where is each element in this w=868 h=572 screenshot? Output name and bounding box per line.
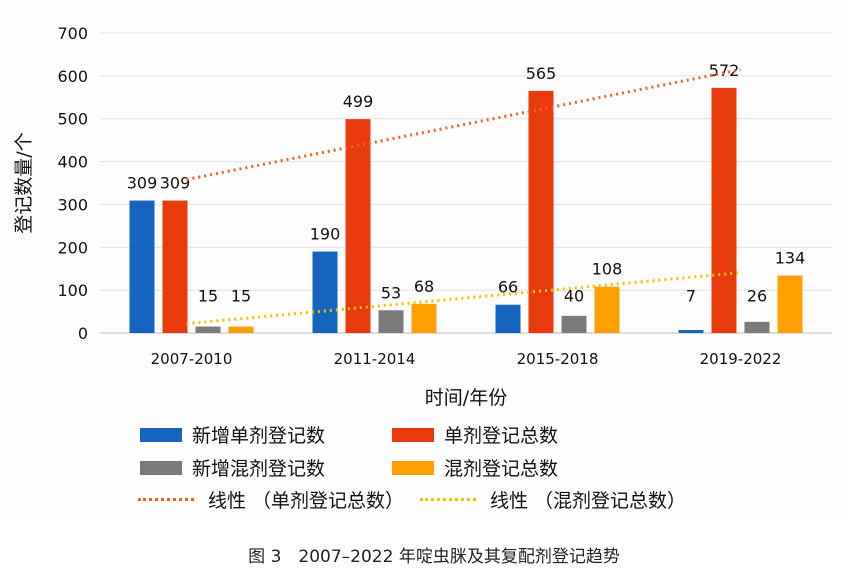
legend-label: 新增单剂登记数	[192, 425, 326, 447]
bar	[744, 321, 770, 333]
data-label: 309	[127, 174, 158, 193]
legend-item-0: 新增单剂登记数	[140, 421, 325, 448]
y-tick-label: 100	[57, 281, 88, 300]
y-axis-label: 登记数量/个	[13, 132, 35, 233]
bar	[777, 275, 803, 333]
legend-trend-0: 线性 （单剂登记总数）	[138, 486, 404, 513]
y-tick-label: 400	[57, 153, 88, 172]
legend-dotted-line	[138, 498, 194, 501]
bar	[495, 304, 521, 333]
bar	[528, 90, 554, 333]
y-tick-label: 700	[57, 24, 88, 43]
y-tick-label: 0	[78, 324, 88, 343]
legend-label: 线性 （混剂登记总数）	[490, 490, 687, 512]
data-label: 134	[775, 249, 806, 268]
data-label: 565	[526, 64, 557, 83]
plot-area: 0 100 200 300 400 500 600 700 2007-2010 2011-2014…	[13, 24, 832, 409]
x-tick-label: 2015-2018	[517, 350, 599, 368]
trendline	[186, 68, 741, 182]
legend-swatch	[392, 460, 434, 475]
bar	[678, 330, 704, 333]
figure-caption: 图 3 2007–2022 年啶虫脒及其复配剂登记趋势	[248, 547, 620, 567]
bar	[378, 310, 404, 333]
legend-swatch	[140, 427, 182, 442]
y-tick-label: 300	[57, 195, 88, 214]
data-label: 26	[747, 287, 767, 306]
bar	[195, 326, 221, 333]
bar	[129, 200, 155, 333]
legend-item-1: 单剂登记总数	[392, 421, 558, 448]
data-label: 499	[343, 92, 374, 111]
data-label: 7	[686, 287, 696, 306]
bar	[711, 87, 737, 333]
data-label: 66	[498, 278, 518, 297]
data-label: 190	[310, 225, 341, 244]
bar	[411, 303, 437, 333]
data-label: 40	[564, 287, 584, 306]
legend-item-2: 新增混剂登记数	[140, 454, 325, 481]
legend-swatch	[392, 427, 434, 442]
legend-label: 线性 （单剂登记总数）	[208, 490, 405, 512]
x-tick-label: 2007-2010	[151, 350, 233, 368]
legend-dotted-line	[420, 498, 476, 501]
bar	[312, 251, 338, 333]
data-label: 53	[381, 283, 401, 302]
legend-label: 新增混剂登记数	[192, 458, 326, 480]
bar	[228, 326, 254, 333]
data-label: 309	[160, 174, 191, 193]
bar	[345, 119, 371, 334]
x-tick-label: 2019-2022	[700, 350, 782, 368]
x-tick-label: 2011-2014	[334, 350, 416, 368]
bar	[162, 200, 188, 333]
legend-item-3: 混剂登记总数	[392, 454, 558, 481]
data-label: 15	[198, 287, 218, 306]
y-tick-label: 500	[57, 110, 88, 129]
data-label: 15	[231, 287, 251, 306]
trendline	[186, 271, 741, 326]
legend-trend-1: 线性 （混剂登记总数）	[420, 486, 686, 513]
legend-label: 混剂登记总数	[444, 458, 559, 480]
y-tick-label: 200	[57, 238, 88, 257]
bar	[561, 315, 587, 333]
bar	[594, 286, 620, 333]
y-tick-label: 600	[57, 67, 88, 86]
legend-swatch	[140, 460, 182, 475]
data-label: 68	[414, 277, 434, 296]
data-label: 108	[592, 260, 623, 279]
x-axis-label: 时间/年份	[425, 387, 507, 409]
legend-label: 单剂登记总数	[444, 425, 559, 447]
